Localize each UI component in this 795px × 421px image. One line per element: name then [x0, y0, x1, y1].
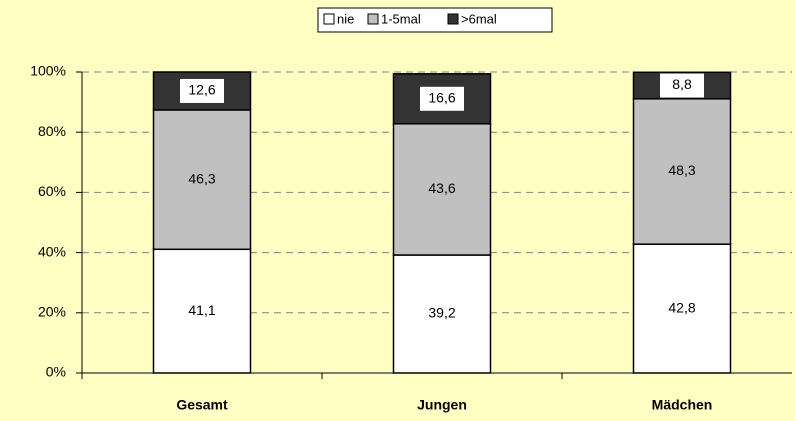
x-tick-label: Gesamt — [176, 397, 228, 413]
value-label: 42,8 — [668, 299, 695, 315]
legend-label: >6mal — [461, 11, 497, 26]
x-tick-label: Mädchen — [652, 397, 713, 413]
value-label-box — [420, 86, 464, 111]
value-label: 43,6 — [428, 180, 455, 196]
legend-label: nie — [337, 11, 354, 26]
value-label: 48,3 — [668, 162, 695, 178]
value-label: 8,8 — [672, 76, 692, 92]
y-tick-label: 20% — [38, 304, 66, 320]
y-tick-label: 60% — [38, 183, 66, 199]
y-tick-label: 80% — [38, 123, 66, 139]
value-label-box — [180, 78, 224, 103]
value-label: 39,2 — [428, 305, 455, 321]
bar-segment — [152, 248, 252, 374]
x-tick-label: Jungen — [417, 397, 467, 413]
y-tick-label: 100% — [30, 63, 66, 79]
bar-segment — [392, 123, 492, 256]
legend-label: 1-5mal — [381, 11, 421, 26]
y-tick-label: 40% — [38, 243, 66, 259]
legend-swatch — [447, 13, 459, 25]
value-label: 46,3 — [188, 170, 215, 186]
legend-swatch — [323, 13, 335, 25]
value-label: 12,6 — [188, 82, 215, 98]
y-tick-label: 0% — [46, 364, 66, 380]
value-label: 41,1 — [188, 302, 215, 318]
bar-segment — [152, 109, 252, 251]
legend-swatch — [367, 13, 379, 25]
value-label: 16,6 — [428, 89, 455, 105]
bar-segment — [392, 254, 492, 374]
bar-segment — [632, 243, 732, 374]
value-label-box — [660, 73, 704, 98]
legend-box — [317, 7, 553, 33]
